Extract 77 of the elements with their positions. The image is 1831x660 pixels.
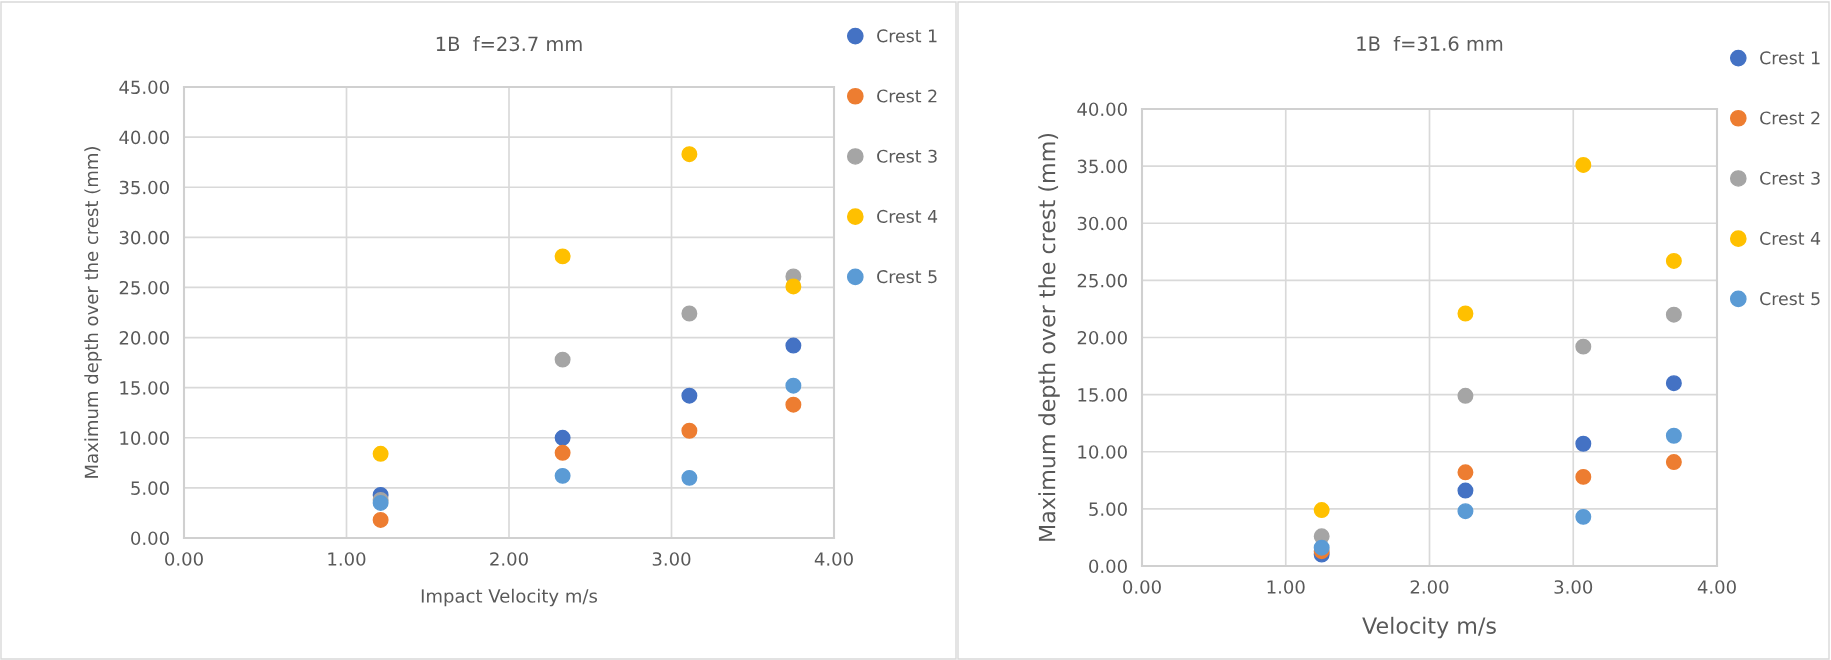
point [1313,502,1330,518]
y-tick-label: 35.00 [119,180,169,195]
y-tick-label: 20.00 [119,331,169,345]
y-tick-label: 15.00 [1078,388,1127,402]
x-tick-label: 0.00 [165,552,203,566]
point [1575,468,1592,485]
x-axis-title: Impact Velocity m/s [421,588,598,607]
point [681,422,698,439]
point [681,387,698,404]
point [1313,539,1330,556]
y-tick-label: 40.00 [119,130,169,145]
point [785,337,802,354]
point [554,444,571,461]
legend-label: Crest 2 [1760,111,1820,125]
point [1575,338,1592,355]
legend-label: Crest 2 [877,89,937,103]
legend-label: Crest 3 [1760,171,1820,185]
point [1457,305,1474,322]
y-tick-label: 40.00 [1077,102,1127,117]
point [1665,306,1682,323]
point [554,351,571,368]
y-tick-label: 5.00 [131,481,169,496]
point [1575,508,1592,525]
chart-title: 1B f=31.6 mm [1357,35,1503,51]
y-tick-label: 0.00 [131,531,169,546]
y-axis-title: Maximum depth over the crest (mm) [84,147,102,478]
x-tick-label: 2.00 [490,552,528,566]
y-tick-label: 30.00 [1077,216,1127,231]
x-tick-label: 4.00 [1697,580,1736,594]
x-axis-title: Velocity m/s [1362,616,1496,639]
point [1457,503,1474,520]
y-tick-label: 10.00 [1078,445,1127,459]
x-tick-label: 3.00 [1554,580,1593,594]
point [681,469,698,486]
y-tick-label: 45.00 [119,80,169,95]
point [554,429,571,446]
legend-label: Crest 1 [877,29,937,43]
point [681,146,698,163]
point [554,248,571,265]
legend-label: Crest 3 [877,149,937,163]
point [1457,482,1474,499]
x-tick-label: 4.00 [814,552,853,566]
point [372,445,389,462]
y-axis-title: Maximum depth over the crest (mm) [1038,133,1060,541]
point [1665,375,1682,392]
y-tick-label: 5.00 [1089,502,1127,516]
point [681,305,698,322]
y-tick-label: 15.00 [120,381,169,395]
legend-label: Crest 5 [877,270,937,284]
x-tick-label: 0.00 [1123,580,1161,594]
x-tick-label: 1.00 [1267,580,1305,594]
y-tick-label: 30.00 [119,230,169,245]
point [785,278,802,295]
point [1575,157,1592,173]
y-tick-label: 35.00 [1077,159,1127,174]
point [785,396,802,413]
x-tick-label: 2.00 [1410,580,1449,594]
point [785,377,802,394]
legend-label: Crest 1 [1760,51,1820,65]
point [372,511,389,528]
point [1665,454,1682,471]
x-tick-label: 1.00 [328,552,366,566]
point [1665,252,1682,269]
point [1457,387,1474,404]
chart-title: 1B f=23.7 mm [436,36,582,52]
legend-label: Crest 4 [1760,231,1821,245]
y-tick-label: 25.00 [1077,273,1127,288]
y-tick-label: 25.00 [119,280,169,295]
y-tick-label: 20.00 [1077,330,1127,345]
point [1575,435,1592,452]
point [554,467,571,484]
x-tick-label: 3.00 [652,552,691,566]
legend-label: Crest 4 [877,209,938,223]
point [1457,464,1474,481]
point [1665,427,1682,444]
y-tick-label: 10.00 [120,431,169,445]
legend-label: Crest 5 [1760,292,1820,306]
